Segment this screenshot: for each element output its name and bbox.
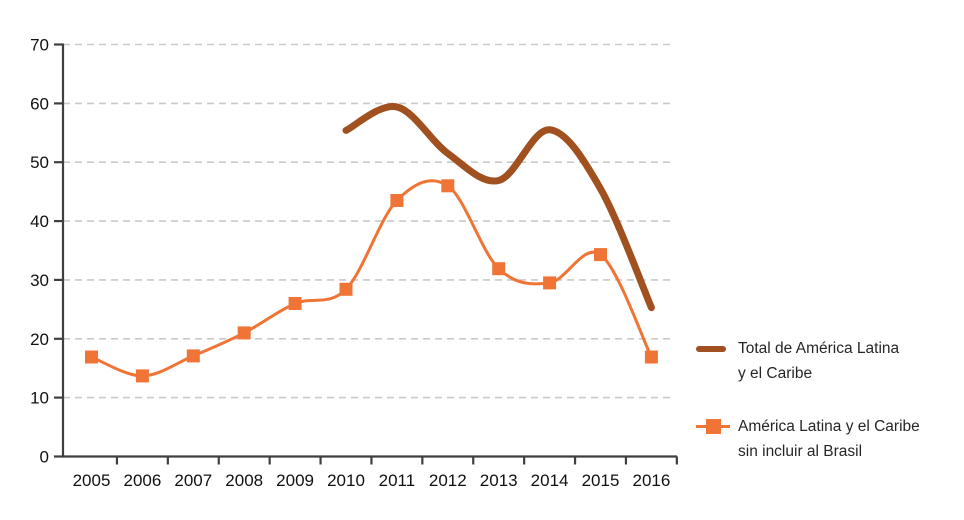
square-marker-swatch-icon bbox=[706, 419, 721, 434]
data-point-marker bbox=[644, 350, 658, 364]
data-point-marker bbox=[543, 276, 557, 290]
legend-label-sin-brasil-line2: sin incluir al Brasil bbox=[738, 443, 863, 460]
x-tick-label: 2007 bbox=[174, 471, 212, 490]
x-tick-label: 2006 bbox=[123, 471, 161, 490]
series-line-sin-brasil bbox=[90, 179, 653, 378]
x-tick-label: 2008 bbox=[225, 471, 263, 490]
x-tick-label: 2015 bbox=[582, 471, 620, 490]
y-tick-label: 0 bbox=[40, 448, 49, 467]
data-point-marker bbox=[441, 179, 455, 193]
x-tick-label: 2012 bbox=[429, 471, 467, 490]
data-point-marker bbox=[85, 350, 98, 364]
data-point-marker bbox=[288, 297, 302, 310]
data-point-marker bbox=[186, 349, 200, 363]
legend-swatch-sin-brasil bbox=[696, 415, 730, 437]
data-point-marker bbox=[339, 282, 353, 296]
x-tick-label: 2011 bbox=[379, 471, 416, 490]
data-point-marker bbox=[390, 194, 404, 207]
legend-label-sin-brasil-line1: América Latina y el Caribe bbox=[738, 418, 920, 435]
y-tick-label: 70 bbox=[30, 36, 49, 55]
legend-label-sin-brasil: América Latina y el Caribe sin incluir a… bbox=[738, 414, 920, 464]
y-tick-label: 60 bbox=[30, 94, 49, 113]
y-tick-label: 50 bbox=[30, 153, 49, 172]
y-tick-label: 30 bbox=[30, 271, 49, 290]
x-tick-label: 2005 bbox=[73, 471, 111, 490]
y-tick-label: 20 bbox=[30, 330, 49, 349]
data-point-marker bbox=[594, 248, 607, 262]
legend-item-sin-brasil: América Latina y el Caribe sin incluir a… bbox=[696, 414, 920, 464]
y-tick-label: 40 bbox=[30, 212, 49, 231]
data-point-marker bbox=[135, 369, 149, 383]
x-tick-label: 2014 bbox=[531, 471, 569, 490]
series-line-total bbox=[342, 103, 655, 312]
legend-item-total: Total de América Latina y el Caribe bbox=[696, 336, 899, 386]
thick-line-swatch-icon bbox=[696, 346, 726, 352]
legend-label-total-line2: y el Caribe bbox=[738, 365, 813, 382]
y-tick-label: 10 bbox=[30, 389, 49, 408]
legend-swatch-total bbox=[696, 336, 730, 352]
x-tick-label: 2016 bbox=[632, 471, 670, 490]
legend-label-total: Total de América Latina y el Caribe bbox=[738, 336, 899, 386]
x-tick-label: 2013 bbox=[480, 471, 518, 490]
x-tick-label: 2009 bbox=[276, 471, 314, 490]
data-point-marker bbox=[492, 262, 506, 276]
x-tick-label: 2010 bbox=[327, 471, 365, 490]
legend-label-total-line1: Total de América Latina bbox=[738, 340, 900, 357]
data-point-marker bbox=[237, 326, 251, 340]
